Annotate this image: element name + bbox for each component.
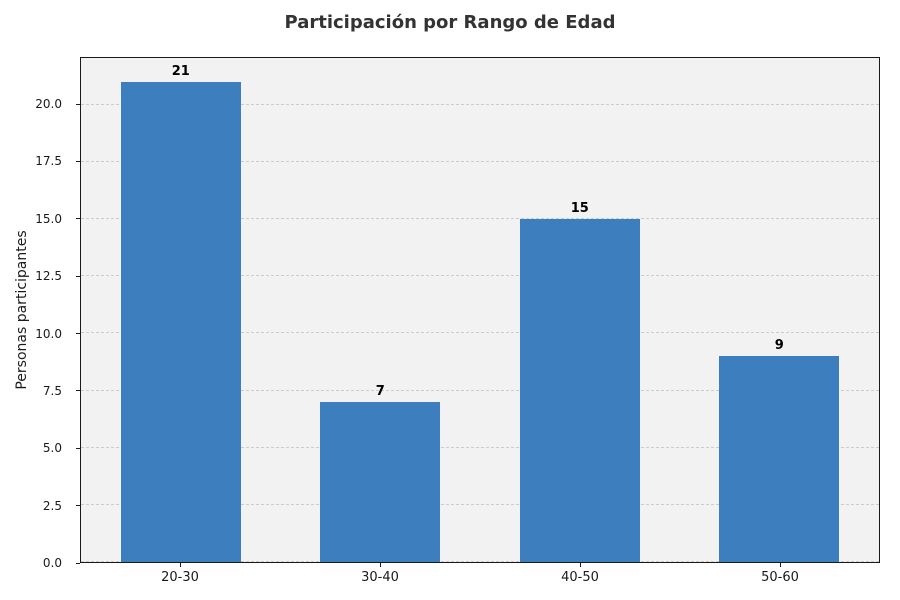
- x-tick-label: 30-40: [361, 570, 399, 585]
- bar: [719, 356, 840, 562]
- y-tick-label: 12.5: [35, 269, 62, 284]
- y-tick-mark: [76, 333, 80, 335]
- gridline: [81, 389, 879, 391]
- gridline: [81, 503, 879, 505]
- bar: [519, 219, 640, 562]
- y-axis-tick-labels: 0.0 2.5 5.0 7.5 10.0 12.5 15.0 17.5 20.0: [0, 57, 72, 569]
- bar-slot: 7: [281, 58, 481, 562]
- bar-slot: 15: [480, 58, 680, 562]
- x-tick-mark: [179, 563, 181, 567]
- gridline: [81, 218, 879, 220]
- bar: [120, 82, 241, 562]
- x-tick-label: 50-60: [761, 570, 799, 585]
- y-tick-label: 2.5: [42, 498, 62, 513]
- x-tick-label: 20-30: [161, 570, 199, 585]
- x-tick-mark: [379, 563, 381, 567]
- y-tick-label: 17.5: [35, 154, 62, 169]
- gridline: [81, 275, 879, 277]
- bar-slot: 21: [81, 58, 281, 562]
- y-tick-mark: [76, 275, 80, 277]
- gridline: [81, 561, 879, 562]
- bar-value-label: 7: [375, 384, 385, 399]
- x-axis-tick-labels: 20-30 30-40 40-50 50-60: [80, 570, 880, 585]
- bar-value-label: 9: [774, 338, 784, 354]
- gridline: [81, 446, 879, 448]
- gridline: [81, 161, 879, 162]
- y-tick-label: 5.0: [42, 441, 62, 456]
- y-tick-mark: [76, 160, 80, 162]
- gridline: [81, 103, 879, 105]
- y-tick-label: 15.0: [35, 211, 62, 226]
- gridline: [81, 332, 879, 334]
- y-axis-tick-marks: [76, 57, 80, 564]
- y-tick-label: 0.0: [42, 556, 62, 570]
- y-tick-label: 20.0: [35, 97, 62, 112]
- y-tick-mark: [76, 505, 80, 507]
- y-tick-label: 10.0: [35, 326, 62, 341]
- bar: [320, 402, 441, 562]
- bar-value-label: 15: [570, 201, 589, 217]
- bars-row: 21 7 15 9: [81, 58, 879, 562]
- bar-slot: 9: [680, 58, 880, 562]
- chart-title: Participación por Rango de Edad: [284, 12, 616, 33]
- y-tick-mark: [76, 103, 80, 105]
- x-tick-label: 40-50: [561, 570, 599, 585]
- plot-area: 21 7 15 9: [80, 57, 880, 563]
- y-tick-mark: [76, 218, 80, 220]
- y-tick-label: 7.5: [42, 383, 62, 398]
- x-tick-mark: [579, 563, 581, 567]
- y-tick-mark: [76, 390, 80, 392]
- y-tick-mark: [76, 447, 80, 449]
- x-axis-tick-marks: [80, 563, 880, 567]
- x-tick-mark: [779, 563, 781, 567]
- y-tick-mark: [76, 562, 80, 564]
- bar-value-label: 21: [171, 64, 190, 79]
